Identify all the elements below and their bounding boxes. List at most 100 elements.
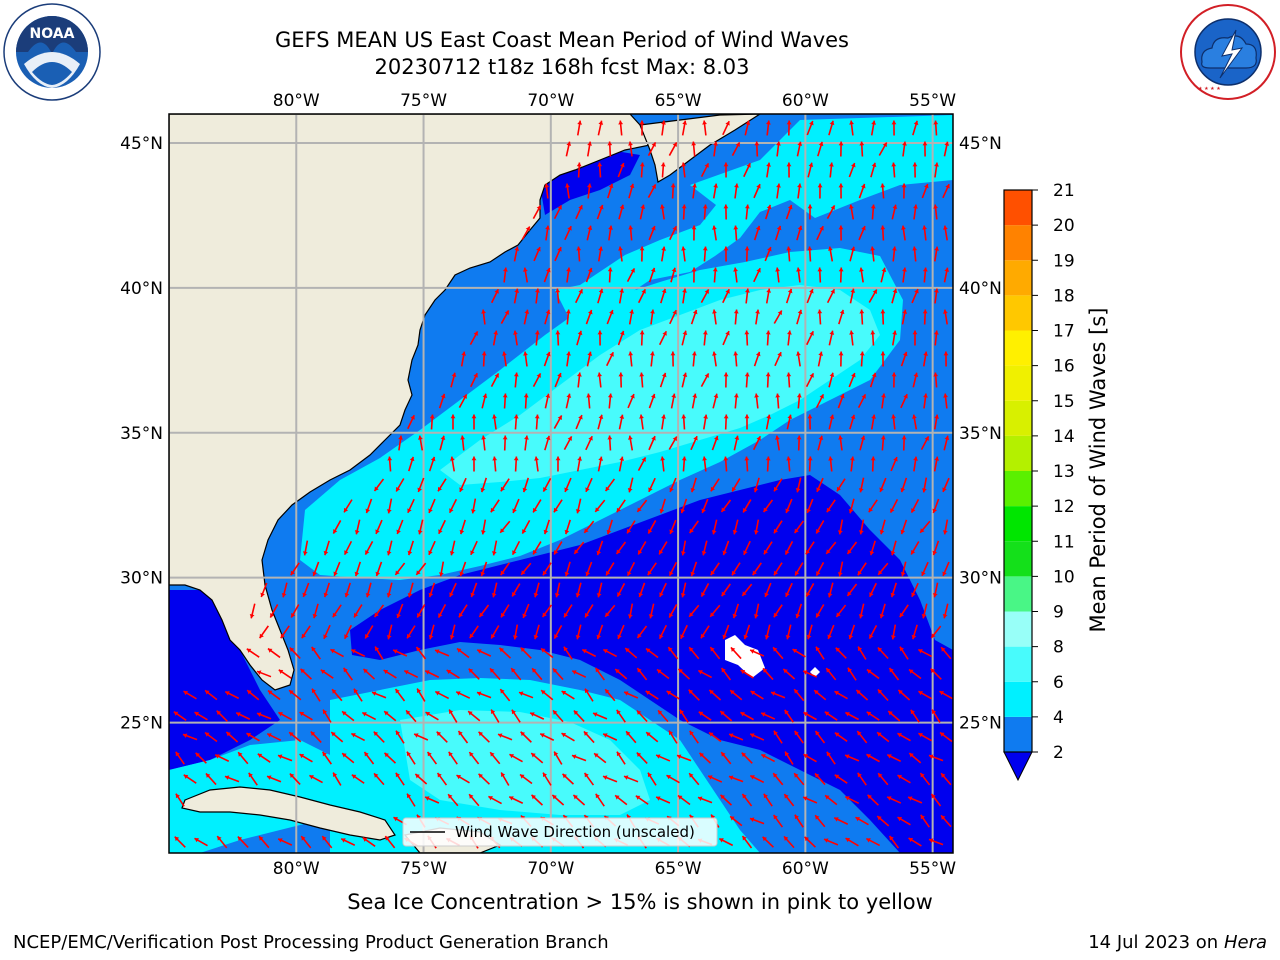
wave-direction-arrowhead [669,613,674,618]
wave-direction-arrowhead [918,649,923,654]
wave-direction-arrowhead [609,310,614,315]
wave-direction-arrowhead [744,330,750,335]
wave-direction-arrowhead [746,163,751,168]
wave-direction-arrowhead [576,246,582,251]
wave-direction-arrowhead [870,246,875,251]
wave-direction-arrowhead [386,509,392,514]
wave-direction-arrowhead [451,372,457,378]
wave-direction-arrowhead [889,668,894,673]
wave-direction-arrowhead [933,204,938,209]
wave-direction-arrowhead [839,309,845,315]
wave-direction-arrowhead [555,288,561,293]
wave-direction-arrowhead [309,775,314,780]
wave-direction-arrowhead [291,613,296,618]
wave-direction-arrowhead [553,710,558,715]
wave-direction-arrowhead [471,456,477,461]
wave-direction-arrowhead [819,226,824,231]
noaa-logo-icon: NOAA [3,3,101,101]
wave-direction-arrowhead [501,772,506,778]
wave-direction-arrowhead [511,709,516,715]
wave-direction-arrowhead [364,752,369,757]
wave-direction-arrowhead [584,688,590,694]
wave-direction-arrowhead [552,668,558,673]
wave-direction-arrowhead [901,225,906,230]
wave-direction-arrowhead [672,310,677,315]
wave-direction-arrowhead [545,393,551,398]
wave-direction-arrowhead [829,414,835,419]
wave-direction-arrowhead [785,635,791,640]
wave-direction-arrowhead [838,267,844,272]
wave-direction-arrowhead [449,592,454,597]
lat-tick-label-right: 40°N [959,279,1002,299]
wave-direction-arrowhead [773,814,778,820]
wave-direction-arrowhead [597,162,603,167]
wave-direction-arrowhead [697,796,703,801]
wave-direction-arrowhead [617,634,622,639]
wave-direction-arrowhead [775,393,781,398]
wave-direction-arrowhead [518,691,524,696]
wave-direction-arrowhead [713,393,719,399]
wave-direction-arrowhead [826,668,831,673]
wave-direction-arrowhead [785,508,790,513]
wave-direction-arrowhead [501,612,506,618]
wave-direction-arrowhead [468,668,474,674]
wave-direction-arrowhead [605,689,610,694]
wave-direction-arrowhead [900,487,906,493]
wave-direction-arrowhead [375,646,380,652]
wave-direction-arrowhead [803,796,808,801]
wave-direction-arrowhead [627,614,633,619]
footer-organization: NCEP/EMC/Verification Post Processing Pr… [13,932,609,953]
wave-direction-arrowhead [478,731,484,737]
wave-direction-arrowhead [595,793,600,799]
wave-direction-arrowhead [828,162,834,167]
wave-direction-arrowhead [868,507,873,513]
wave-direction-arrowhead [878,570,883,575]
wave-direction-arrowhead [710,570,715,576]
wave-direction-arrowhead [795,488,801,493]
wave-direction-arrowhead [608,183,614,189]
wave-direction-arrowhead [566,141,572,146]
wave-direction-arrowhead [880,435,886,440]
wave-direction-arrowhead [891,414,896,419]
wave-direction-arrowhead [708,775,713,780]
wave-direction-arrowhead [502,435,508,440]
wave-direction-arrowhead [414,733,419,738]
wave-direction-arrowhead [767,247,772,252]
wave-direction-arrowhead [834,774,840,779]
wave-direction-arrowhead [944,141,950,146]
footer-date: 14 Jul 2023 on Hera [1088,932,1267,953]
wave-direction-arrowhead [891,162,897,167]
wave-direction-arrowhead [534,330,540,335]
wave-direction-arrowhead [897,817,903,822]
wave-direction-arrowhead [887,796,892,801]
wave-direction-arrowhead [651,436,656,441]
wave-direction-arrowhead [931,794,936,799]
wave-direction-arrowhead [470,550,475,555]
wave-direction-arrowhead [766,414,772,419]
wave-direction-arrowhead [557,205,562,210]
wave-direction-arrowhead [763,507,768,513]
wave-direction-arrowhead [690,487,696,493]
wave-direction-arrowhead [224,775,230,780]
wave-direction-arrowhead [502,351,507,356]
wave-direction-arrowhead [680,593,686,598]
wave-direction-arrowhead [281,592,287,598]
wave-direction-arrowhead [877,732,882,737]
wave-direction-arrowhead [656,669,662,674]
wave-direction-arrowhead [365,550,370,555]
wave-direction-arrowhead [806,634,812,640]
wave-direction-arrowhead [470,592,475,598]
wave-direction-arrowhead [473,331,478,336]
wave-direction-arrowhead [406,633,412,639]
wave-direction-arrowhead [733,351,739,356]
wave-direction-arrowhead [691,351,697,356]
wave-direction-arrowhead [744,246,750,251]
wave-direction-arrowhead [679,709,684,715]
wave-direction-arrowhead [375,529,380,534]
wave-direction-arrowhead [827,592,833,598]
wave-direction-arrowhead [585,571,590,577]
wave-direction-arrowhead [514,288,520,293]
lon-tick-label-bottom: 80°W [273,859,320,879]
wave-direction-arrowhead [522,613,527,618]
wave-direction-arrowhead [410,415,415,420]
